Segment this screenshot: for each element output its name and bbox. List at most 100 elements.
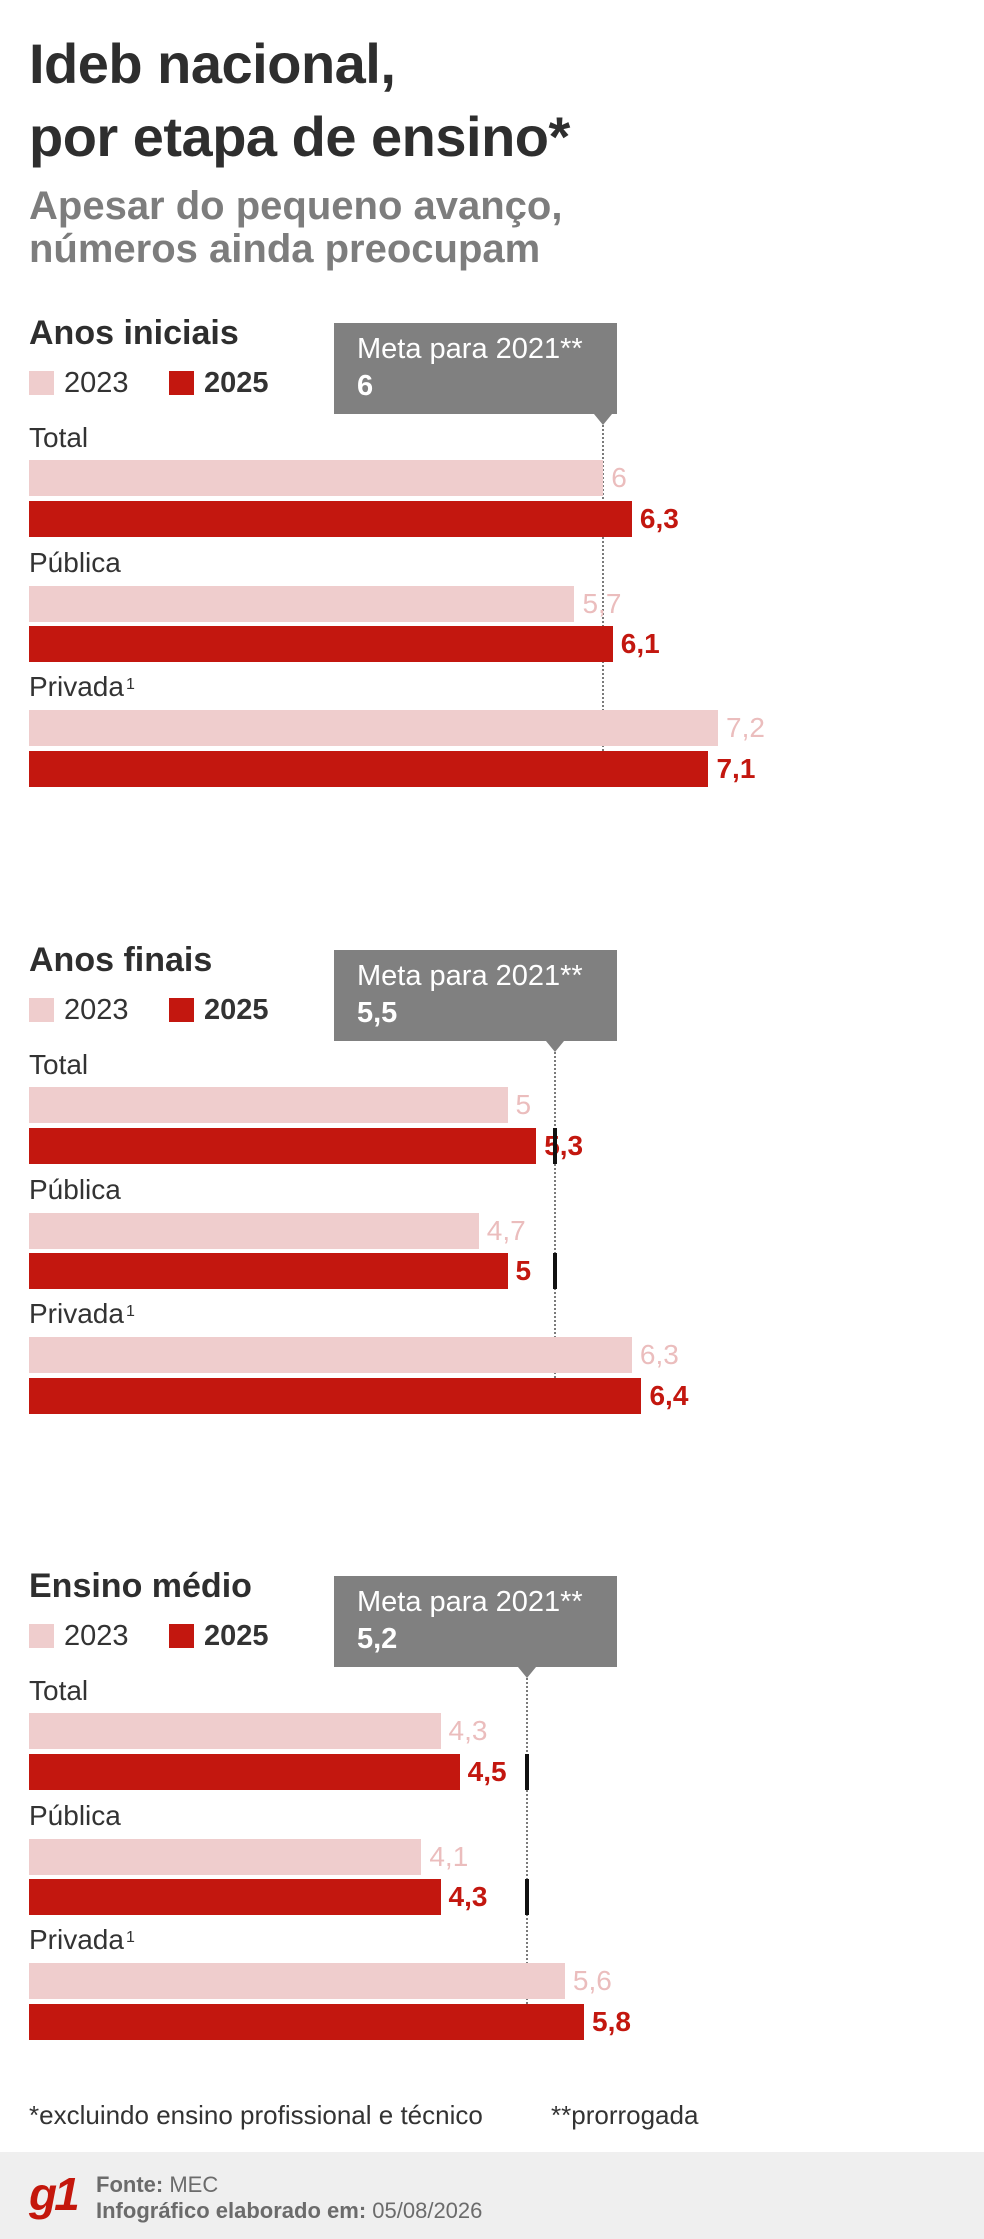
category-name: Total <box>29 1049 89 1080</box>
chart-title: Ensino médio <box>29 1567 252 1605</box>
category-name: Pública <box>29 547 121 578</box>
page-subtitle-line-1: Apesar do pequeno avanço, <box>29 184 563 228</box>
chart-anos-finais: Anos finais 2023 2025 Meta para 2021** 5,5 To… <box>0 937 984 1497</box>
page-subtitle: Apesar do pequeno avanço, números ainda … <box>29 185 562 271</box>
footnotes: *excluindo ensino profissional e técnico… <box>0 2097 984 2133</box>
date-label: Infográfico elaborado em: <box>96 2198 367 2223</box>
footnote-extended: **prorrogada <box>551 2100 699 2130</box>
target-tick-publica <box>524 1879 529 1915</box>
chart-ensino-medio: Ensino médio 2023 2025 Meta para 2021** 5,2 T… <box>0 1563 984 2123</box>
value-label-publica-2025: 6,1 <box>620 628 660 659</box>
legend-swatch-2025 <box>169 371 194 395</box>
legend-label-2023: 2023 <box>64 1620 129 1652</box>
target-value: 5,5 <box>357 997 398 1029</box>
bar-total-2023 <box>29 1087 508 1123</box>
bar-total-2023 <box>29 1713 441 1749</box>
category-label-privada: Privada 1 <box>29 669 135 705</box>
value-label-privada-2025: 6,4 <box>649 1380 689 1411</box>
value-label-privada-2025: 7,1 <box>716 753 756 784</box>
bar-total-2025 <box>29 1128 537 1164</box>
value-label-total-2025: 4,5 <box>467 1756 507 1787</box>
target-pointer <box>546 1041 565 1052</box>
target-label: Meta para 2021** <box>357 960 583 992</box>
bar-privada-2025 <box>29 1378 642 1414</box>
value-label-total-2025: 6,3 <box>639 503 679 534</box>
category-label-publica: Pública <box>29 545 121 581</box>
bar-publica-2023 <box>29 586 575 622</box>
value-label-total-2023: 4,3 <box>448 1715 488 1746</box>
value-label-privada-2023: 6,3 <box>639 1339 679 1370</box>
legend-label-2023: 2023 <box>64 994 129 1026</box>
category-note: 1 <box>125 676 135 693</box>
target-tick-total <box>553 1128 558 1164</box>
bar-privada-2023 <box>29 1963 565 1999</box>
legend-label-2025: 2025 <box>204 367 269 399</box>
value-label-total-2023: 6 <box>611 462 627 493</box>
bar-publica-2023 <box>29 1839 422 1875</box>
date-line: Infográfico elaborado em: 05/08/2026 <box>96 2198 482 2224</box>
target-box: Meta para 2021** 5,2 <box>334 1576 617 1667</box>
value-label-total-2023: 5 <box>515 1089 532 1120</box>
target-box: Meta para 2021** 6 <box>334 323 617 414</box>
value-label-privada-2023: 5,6 <box>572 1965 612 1996</box>
category-name: Pública <box>29 1800 121 1831</box>
category-label-publica: Pública <box>29 1798 121 1834</box>
bar-publica-2023 <box>29 1213 479 1249</box>
category-note: 1 <box>125 1929 135 1946</box>
value-label-privada-2025: 5,8 <box>592 2006 631 2037</box>
source-label: Fonte: <box>96 2172 164 2197</box>
target-value: 5,2 <box>357 1623 398 1655</box>
page-title: Ideb nacional, por etapa de ensino* <box>29 27 570 173</box>
target-line <box>602 425 605 787</box>
category-name: Privada <box>29 1924 124 1955</box>
bar-privada-2023 <box>29 1337 632 1373</box>
page-subtitle-line-2: números ainda preocupam <box>29 227 541 271</box>
category-name: Privada <box>29 1298 124 1329</box>
target-label: Meta para 2021** <box>357 1586 583 1618</box>
bar-publica-2025 <box>29 1879 441 1915</box>
value-label-publica-2023: 4,7 <box>486 1215 526 1246</box>
value-label-privada-2023: 7,2 <box>726 712 765 743</box>
bar-privada-2025 <box>29 751 709 787</box>
category-name: Pública <box>29 1174 121 1205</box>
category-name: Total <box>29 422 89 453</box>
value-label-total-2025: 5,3 <box>544 1130 584 1161</box>
category-label-total: Total <box>29 1047 88 1083</box>
category-note: 1 <box>125 1303 135 1320</box>
bar-privada-2023 <box>29 710 719 746</box>
legend-swatch-2023 <box>29 998 54 1022</box>
bar-total-2023 <box>29 460 604 496</box>
footer-bar: g1 Fonte: MEC Infográfico elaborado em: … <box>0 2152 984 2239</box>
value-label-publica-2025: 4,3 <box>448 1881 488 1912</box>
page-title-line-2: por etapa de ensino* <box>29 105 570 168</box>
legend-label-2025: 2025 <box>204 994 269 1026</box>
target-tick-total <box>524 1754 529 1790</box>
legend-swatch-2023 <box>29 1624 54 1648</box>
legend-swatch-2025 <box>169 998 194 1022</box>
value-label-publica-2025: 5 <box>515 1255 532 1286</box>
legend-label-2023: 2023 <box>64 367 129 399</box>
bar-publica-2025 <box>29 626 613 662</box>
legend-label-2025: 2025 <box>204 1620 269 1652</box>
category-label-publica: Pública <box>29 1172 121 1208</box>
value-label-publica-2023: 5,7 <box>582 588 622 619</box>
source-line: Fonte: MEC <box>96 2172 218 2198</box>
chart-anos-iniciais: Anos iniciais 2023 2025 Meta para 2021** 6 To… <box>0 310 984 870</box>
category-name: Privada <box>29 671 124 702</box>
category-label-privada: Privada 1 <box>29 1922 135 1958</box>
target-line <box>554 1052 557 1414</box>
legend-swatch-2023 <box>29 371 54 395</box>
bar-total-2025 <box>29 501 632 537</box>
value-label-publica-2023: 4,1 <box>429 1841 469 1872</box>
target-pointer <box>594 414 613 425</box>
page-title-line-1: Ideb nacional, <box>29 32 396 95</box>
category-label-total: Total <box>29 1673 88 1709</box>
chart-title: Anos iniciais <box>29 314 239 352</box>
category-label-total: Total <box>29 420 88 456</box>
target-pointer <box>517 1667 536 1678</box>
target-value: 6 <box>357 370 374 402</box>
target-tick-publica <box>553 1253 558 1289</box>
legend-swatch-2025 <box>169 1624 194 1648</box>
target-line <box>525 1678 528 2040</box>
